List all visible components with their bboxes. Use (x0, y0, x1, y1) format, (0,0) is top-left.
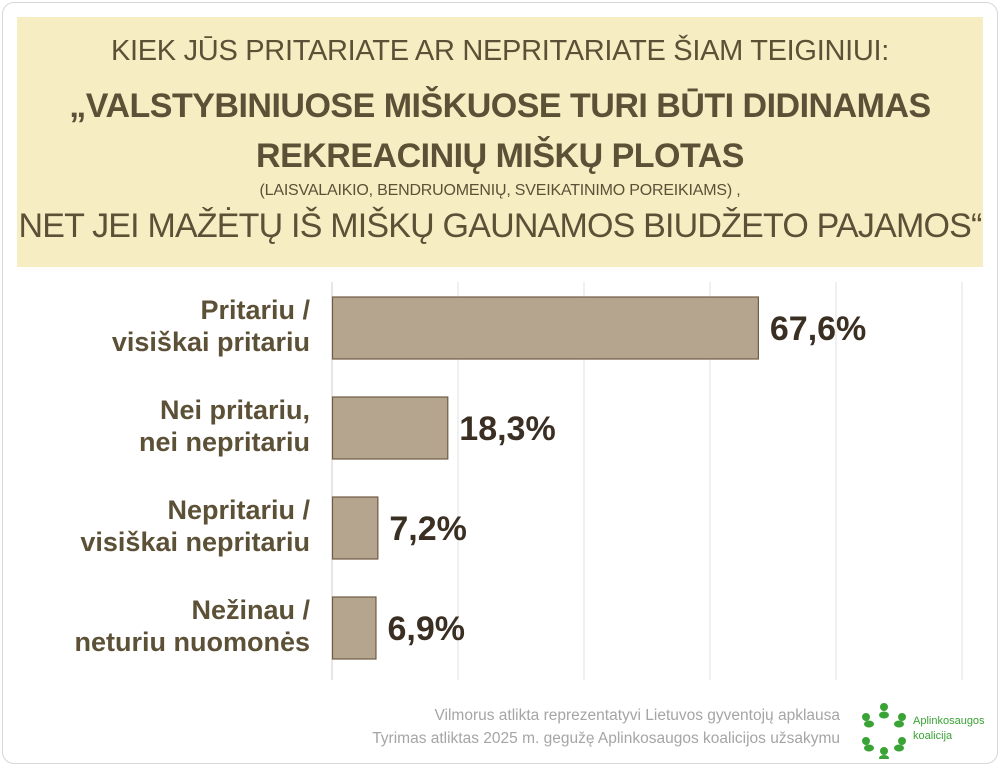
source-line-1: Vilmorus atlikta reprezentatyvi Lietuvos… (434, 707, 840, 724)
category-label: visiškai pritariu (112, 327, 310, 357)
data-label: 18,3% (459, 410, 555, 448)
statement-line-2: REKREACINIŲ MIŠKŲ PLOTAS (256, 137, 744, 175)
category-label: Pritariu / (200, 295, 310, 325)
logo-line-1: Aplinkosaugos (913, 715, 985, 727)
category-label: Nepritariu / (167, 495, 310, 525)
bar (331, 396, 449, 460)
category-label: Nežinau / (191, 595, 310, 625)
statement-line-3: NET JEI MAŽĖTŲ IŠ MIŠKŲ GAUNAMOS BIUDŽET… (18, 207, 982, 245)
data-label: 6,9% (387, 610, 465, 648)
logo-text: Aplinkosaugos koalicija (913, 714, 985, 744)
coalition-logo: Aplinkosaugos koalicija (858, 701, 988, 761)
bar (331, 496, 379, 560)
people-circle-icon (862, 703, 906, 761)
statement-line-1: „VALSTYBINIUOSE MIŠKUOSE TURI BŪTI DIDIN… (69, 87, 931, 125)
statement-note: (LAISVALAIKIO, BENDRUOMENIŲ, SVEIKATINIM… (259, 182, 741, 199)
bar (331, 596, 377, 660)
question-header: KIEK JŪS PRITARIATE AR NEPRITARIATE ŠIAM… (17, 17, 983, 267)
source-line-2: Tyrimas atliktas 2025 m. gegužę Aplinkos… (372, 730, 840, 747)
logo-line-2: koalicija (913, 730, 953, 742)
category-label: neturiu nuomonės (75, 627, 311, 657)
bar (331, 296, 759, 360)
data-label: 67,6% (770, 310, 866, 348)
bar-chart: 67,6% Pritariu /visiškai pritariu 18,3% Nei… (75, 282, 963, 680)
category-label: nei nepritariu (139, 427, 310, 457)
source-note: Vilmorus atlikta reprezentatyvi Lietuvos… (372, 704, 840, 750)
category-label: visiškai nepritariu (80, 527, 310, 557)
data-label: 7,2% (389, 510, 467, 548)
category-label: Nei pritariu, (160, 395, 310, 425)
question-intro: KIEK JŪS PRITARIATE AR NEPRITARIATE ŠIAM… (110, 35, 890, 67)
